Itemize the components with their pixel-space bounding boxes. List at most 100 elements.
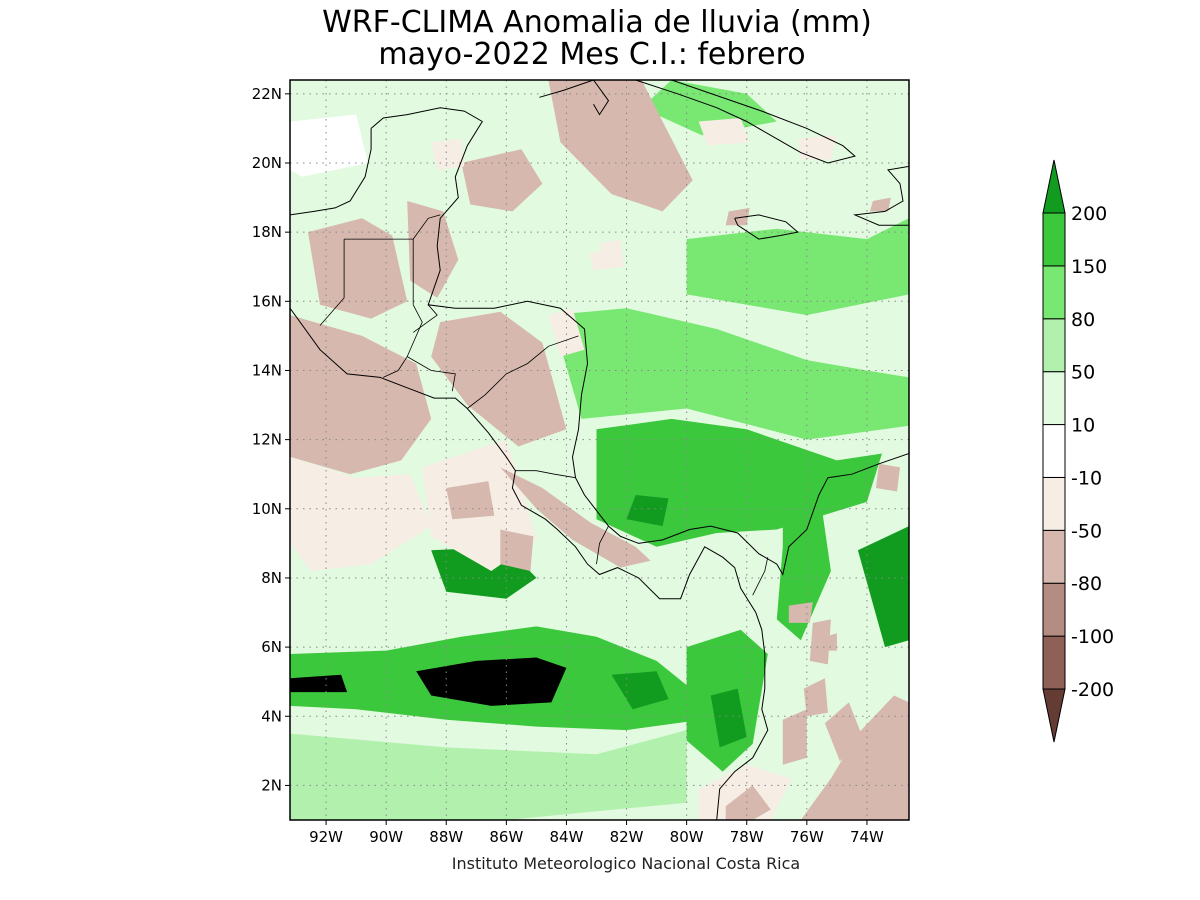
anomaly-region xyxy=(710,688,747,748)
country-border xyxy=(752,557,769,596)
lon-tick-label: 80W xyxy=(670,828,704,846)
coastline xyxy=(734,214,799,240)
lon-tick-label: 82W xyxy=(610,828,644,846)
anomaly-region xyxy=(290,456,432,571)
colorbar-high-arrow xyxy=(1042,159,1066,214)
colorbar-swatch xyxy=(1042,318,1066,373)
anomaly-region xyxy=(788,602,813,623)
anomaly-region xyxy=(290,114,369,177)
lon-tick-label: 78W xyxy=(730,828,764,846)
colorbar-swatch xyxy=(1042,371,1066,426)
map-area xyxy=(290,80,909,820)
anomaly-region xyxy=(698,118,750,146)
country-border xyxy=(406,356,456,392)
anomaly-region xyxy=(626,495,669,527)
lat-tick-label: 22N xyxy=(252,85,282,103)
country-border xyxy=(467,335,579,409)
colorbar-label: -50 xyxy=(1071,520,1102,542)
lat-tick-label: 10N xyxy=(252,500,282,518)
lon-tick-label: 92W xyxy=(309,828,343,846)
anomaly-region xyxy=(431,138,465,170)
anomaly-region xyxy=(416,657,567,706)
anomaly-region xyxy=(686,218,909,316)
colorbar-label: 80 xyxy=(1071,309,1095,331)
axis-ticks: 2N 4N 6N 8N 10N 12N 14N 16N 18N 20N 22N 92W 90W 88W 86… xyxy=(252,85,884,846)
colorbar: -200 -100 -80 -50 -10 10 50 80 150 200 xyxy=(1042,159,1114,743)
colorbar-swatch xyxy=(1042,635,1066,690)
colorbar-label: -200 xyxy=(1071,679,1114,701)
colorbar-swatch xyxy=(1042,476,1066,531)
country-border xyxy=(412,304,438,333)
coastline xyxy=(635,80,856,164)
anomaly-region xyxy=(782,709,807,765)
lon-tick-label: 86W xyxy=(489,828,523,846)
coastline xyxy=(852,165,909,226)
colorbar-swatch xyxy=(1042,529,1066,584)
lat-tick-label: 2N xyxy=(261,776,282,794)
country-borders xyxy=(319,214,769,596)
colorbar-label: 200 xyxy=(1071,203,1107,225)
anomaly-region xyxy=(431,311,567,447)
colorbar-swatch xyxy=(1042,582,1066,637)
country-border xyxy=(412,214,441,240)
lat-tick-label: 18N xyxy=(252,223,282,241)
coastline xyxy=(539,80,594,98)
lat-tick-label: 6N xyxy=(261,638,282,656)
lon-tick-label: 76W xyxy=(790,828,824,846)
anomaly-region xyxy=(776,488,831,641)
country-border xyxy=(596,525,609,565)
title-line-1: WRF-CLIMA Anomalia de lluvia (mm) xyxy=(322,5,872,40)
anomaly-region xyxy=(290,674,348,693)
anomaly-region xyxy=(641,80,777,136)
lon-tick-label: 88W xyxy=(429,828,463,846)
coastline xyxy=(290,128,372,216)
anomaly-fields xyxy=(290,80,909,820)
colorbar-label: 150 xyxy=(1071,256,1107,278)
coastline xyxy=(370,107,909,576)
anomaly-region xyxy=(551,308,909,440)
country-border xyxy=(515,470,576,479)
lat-tick-label: 14N xyxy=(252,361,282,379)
map-frame xyxy=(289,79,910,821)
anomaly-region xyxy=(869,197,891,212)
lon-tick-label: 84W xyxy=(549,828,583,846)
anomaly-region xyxy=(824,633,837,651)
anomaly-region xyxy=(461,149,543,212)
coastlines xyxy=(290,80,909,820)
lat-tick-label: 8N xyxy=(261,569,282,587)
title-line-2: mayo-2022 Mes C.I.: febrero xyxy=(378,37,805,72)
anomaly-region xyxy=(725,207,750,226)
anomaly-region xyxy=(824,702,864,762)
anomaly-region xyxy=(800,695,909,820)
colorbar-low-arrow xyxy=(1042,688,1066,743)
lat-tick-label: 16N xyxy=(252,292,282,310)
lon-tick-label: 90W xyxy=(369,828,403,846)
colorbar-swatch xyxy=(1042,424,1066,478)
colorbar-label: 10 xyxy=(1071,415,1095,437)
lat-tick-label: 20N xyxy=(252,154,282,172)
lon-tick-label: 74W xyxy=(850,828,884,846)
anomaly-region xyxy=(446,481,495,520)
lat-tick-label: 12N xyxy=(252,431,282,449)
anomaly-region xyxy=(875,463,900,492)
country-border xyxy=(319,239,345,326)
anomaly-region xyxy=(548,308,585,357)
anomaly-region xyxy=(308,218,408,319)
anomaly-region xyxy=(290,730,687,820)
anomaly-region xyxy=(611,671,669,710)
anomaly-region xyxy=(803,678,828,717)
lat-tick-label: 4N xyxy=(261,707,282,725)
anomaly-region xyxy=(548,80,693,212)
anomaly-region xyxy=(407,201,459,298)
colorbar-swatch xyxy=(1042,265,1066,320)
anomaly-region xyxy=(809,619,831,665)
footer-credit: Instituto Meteorologico Nacional Costa R… xyxy=(452,854,800,873)
anomaly-region xyxy=(569,221,603,253)
anomaly-region xyxy=(797,135,837,160)
anomaly-region xyxy=(857,526,909,648)
coastline xyxy=(290,307,769,820)
anomaly-region xyxy=(368,86,429,129)
colorbar-label: -80 xyxy=(1071,573,1102,595)
